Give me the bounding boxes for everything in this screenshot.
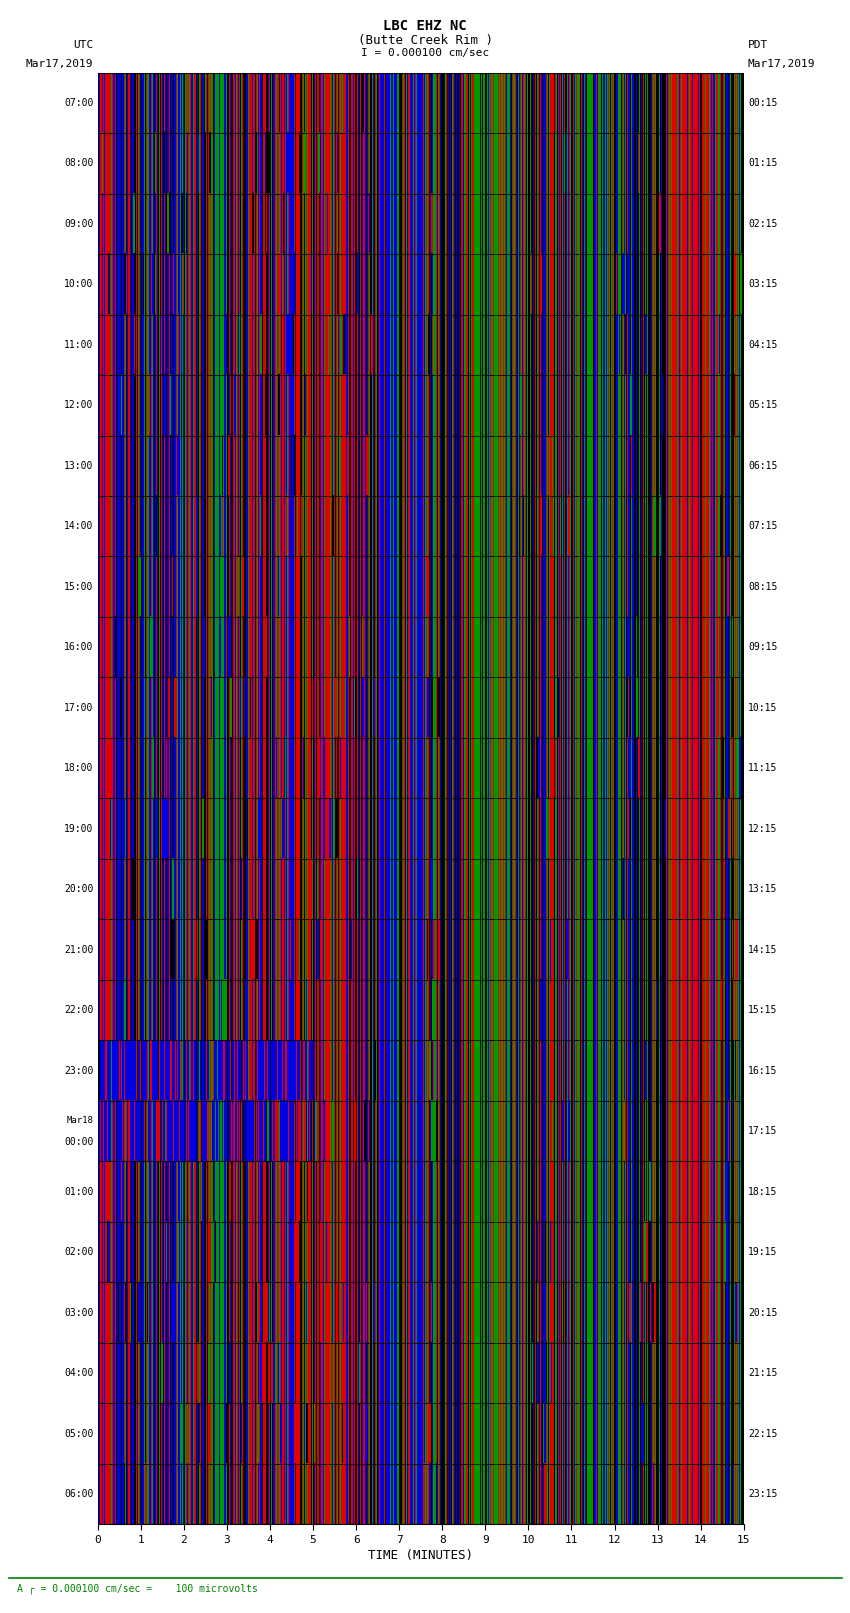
- Text: 05:15: 05:15: [748, 400, 778, 410]
- Text: 07:00: 07:00: [64, 98, 94, 108]
- Text: 07:15: 07:15: [748, 521, 778, 531]
- Text: Mar18: Mar18: [66, 1116, 94, 1124]
- Text: 00:15: 00:15: [748, 98, 778, 108]
- Text: 11:00: 11:00: [64, 340, 94, 350]
- Text: A ┌ = 0.000100 cm/sec =    100 microvolts: A ┌ = 0.000100 cm/sec = 100 microvolts: [17, 1582, 258, 1594]
- Text: 16:00: 16:00: [64, 642, 94, 652]
- Text: 17:15: 17:15: [748, 1126, 778, 1136]
- Text: 01:00: 01:00: [64, 1187, 94, 1197]
- Text: 15:00: 15:00: [64, 582, 94, 592]
- Text: 20:00: 20:00: [64, 884, 94, 894]
- Text: 04:00: 04:00: [64, 1368, 94, 1378]
- Text: 21:15: 21:15: [748, 1368, 778, 1378]
- Text: 04:15: 04:15: [748, 340, 778, 350]
- Text: 10:15: 10:15: [748, 703, 778, 713]
- Text: 08:15: 08:15: [748, 582, 778, 592]
- Text: 22:15: 22:15: [748, 1429, 778, 1439]
- Text: PDT: PDT: [748, 40, 768, 50]
- Text: 20:15: 20:15: [748, 1308, 778, 1318]
- Text: 02:15: 02:15: [748, 219, 778, 229]
- Text: 18:00: 18:00: [64, 763, 94, 773]
- Text: 00:00: 00:00: [64, 1137, 94, 1147]
- Text: 14:00: 14:00: [64, 521, 94, 531]
- Text: 10:00: 10:00: [64, 279, 94, 289]
- Text: 18:15: 18:15: [748, 1187, 778, 1197]
- Text: 09:00: 09:00: [64, 219, 94, 229]
- Text: 06:00: 06:00: [64, 1489, 94, 1498]
- Text: 23:00: 23:00: [64, 1066, 94, 1076]
- Text: 12:00: 12:00: [64, 400, 94, 410]
- X-axis label: TIME (MINUTES): TIME (MINUTES): [368, 1548, 473, 1561]
- Text: 05:00: 05:00: [64, 1429, 94, 1439]
- Text: 06:15: 06:15: [748, 461, 778, 471]
- Text: 19:00: 19:00: [64, 824, 94, 834]
- Text: Mar17,2019: Mar17,2019: [26, 60, 94, 69]
- Text: 13:15: 13:15: [748, 884, 778, 894]
- Text: 19:15: 19:15: [748, 1247, 778, 1257]
- Text: 17:00: 17:00: [64, 703, 94, 713]
- Text: 12:15: 12:15: [748, 824, 778, 834]
- Text: I = 0.000100 cm/sec: I = 0.000100 cm/sec: [361, 48, 489, 58]
- Text: 15:15: 15:15: [748, 1005, 778, 1015]
- Text: 03:15: 03:15: [748, 279, 778, 289]
- Text: 09:15: 09:15: [748, 642, 778, 652]
- Text: 22:00: 22:00: [64, 1005, 94, 1015]
- Text: (Butte Creek Rim ): (Butte Creek Rim ): [358, 34, 492, 47]
- Text: Mar17,2019: Mar17,2019: [748, 60, 815, 69]
- Text: 23:15: 23:15: [748, 1489, 778, 1498]
- Text: 03:00: 03:00: [64, 1308, 94, 1318]
- Text: LBC EHZ NC: LBC EHZ NC: [383, 19, 467, 34]
- Text: 14:15: 14:15: [748, 945, 778, 955]
- Text: 01:15: 01:15: [748, 158, 778, 168]
- Text: UTC: UTC: [73, 40, 94, 50]
- Text: 08:00: 08:00: [64, 158, 94, 168]
- Text: 11:15: 11:15: [748, 763, 778, 773]
- Text: 13:00: 13:00: [64, 461, 94, 471]
- Text: 16:15: 16:15: [748, 1066, 778, 1076]
- Text: 21:00: 21:00: [64, 945, 94, 955]
- Text: 02:00: 02:00: [64, 1247, 94, 1257]
